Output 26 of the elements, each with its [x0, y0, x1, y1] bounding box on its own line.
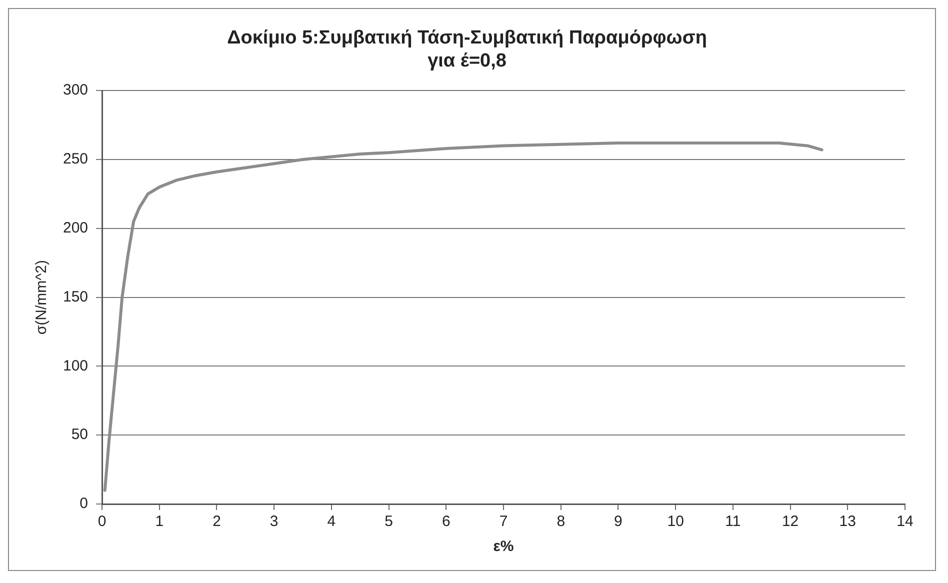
x-tick-label: 6	[442, 513, 450, 530]
y-tick-label: 250	[62, 150, 88, 168]
x-tick-label: 12	[782, 513, 799, 530]
y-tick-label: 150	[62, 288, 88, 306]
y-tick-label: 100	[62, 357, 88, 374]
y-axis-title: σ(N/mm^2)	[33, 260, 50, 335]
x-tick-label: 7	[499, 513, 508, 530]
x-tick-label: 3	[270, 513, 278, 530]
text: για έ=0,8	[428, 50, 506, 72]
x-tick-label: 10	[667, 513, 684, 530]
x-tick-label: 13	[839, 513, 856, 530]
x-tick-label: 8	[556, 513, 566, 530]
x-tick-label: 2	[212, 513, 221, 530]
x-tick-label: 9	[614, 513, 622, 530]
y-tick-label: 50	[71, 426, 88, 444]
y-tick-label: 200	[62, 220, 88, 237]
y-tick-label: 0	[80, 495, 88, 512]
y-tick-label: 300	[62, 82, 88, 99]
x-tick-label: 11	[725, 513, 741, 530]
x-tick-label: 5	[384, 513, 393, 530]
text: Δοκίμιο 5:Συμβατική Τάση-Συμβατική Παραμόρφωση	[227, 28, 707, 49]
x-tick-label: 1	[155, 513, 164, 530]
x-tick-label: 0	[98, 513, 106, 530]
x-tick-label: 14	[896, 513, 914, 530]
x-axis-title: ε%	[493, 538, 514, 556]
x-tick-label: 4	[327, 513, 336, 530]
